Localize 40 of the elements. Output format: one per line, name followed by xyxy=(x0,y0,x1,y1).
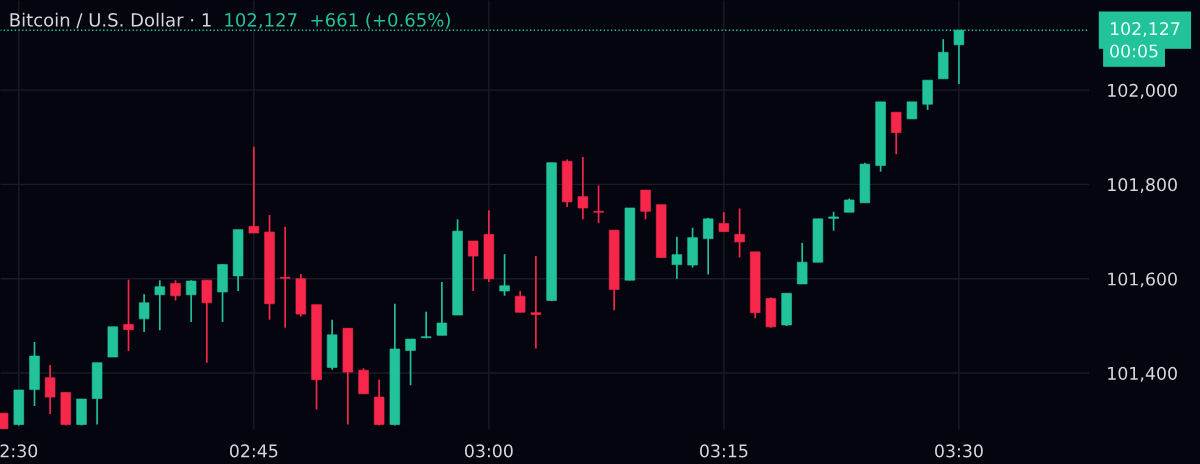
candlestick xyxy=(138,293,150,333)
candlestick xyxy=(185,279,197,323)
y-tick-label: 101,800 xyxy=(1108,178,1177,194)
candlestick xyxy=(123,278,134,352)
candlestick xyxy=(499,253,510,297)
y-tick-label: 102,000 xyxy=(1108,83,1177,99)
candlestick xyxy=(577,156,589,221)
x-tick-label: 2:30 xyxy=(0,444,38,458)
candlestick xyxy=(44,364,56,415)
candlestick xyxy=(420,310,432,339)
x-tick-label: 03:15 xyxy=(700,444,748,458)
candlestick xyxy=(530,255,542,350)
text: Bitcoin / U.S. Dollar · 1 xyxy=(10,12,211,29)
candlestick xyxy=(201,279,213,364)
candlestick xyxy=(796,242,808,285)
x-tick-label: 03:00 xyxy=(464,444,513,458)
candlestick xyxy=(467,240,479,292)
x-tick-label: 03:30 xyxy=(935,444,983,458)
text: 00:05 xyxy=(1110,44,1158,58)
y-tick-label: 101,400 xyxy=(1108,366,1177,382)
candlestick xyxy=(405,338,416,387)
candlestick xyxy=(891,111,902,156)
text: 102,127 +661 (+0.65%) xyxy=(225,12,450,29)
candlestick xyxy=(170,279,181,302)
candlestick xyxy=(734,207,745,259)
candlestick xyxy=(436,281,448,337)
x-tick-label: 02:45 xyxy=(229,444,278,458)
candlestick xyxy=(358,367,369,395)
candlestick xyxy=(514,290,526,314)
candlestick xyxy=(640,189,651,221)
y-tick-label: 101,600 xyxy=(1108,272,1177,288)
candlestick xyxy=(828,210,839,232)
candlestick xyxy=(702,217,714,276)
ref-line-label: 102,127 xyxy=(1110,22,1180,37)
candlestick xyxy=(154,279,166,331)
candlestick xyxy=(671,235,683,280)
candlestick xyxy=(593,184,604,224)
candlestick xyxy=(718,211,730,233)
candlestick xyxy=(248,145,260,234)
candlestick xyxy=(279,226,291,329)
